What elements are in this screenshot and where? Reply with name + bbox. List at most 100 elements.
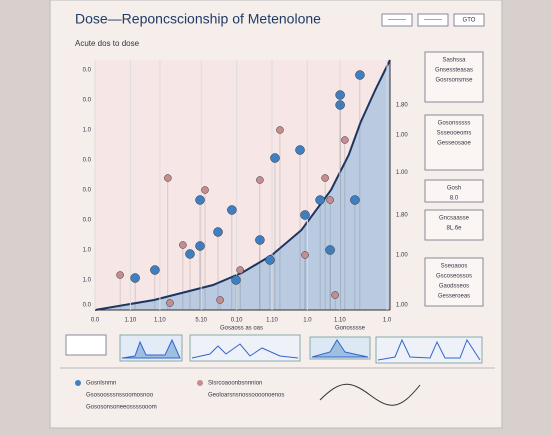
point <box>355 70 365 80</box>
y2-tick-label: 1.00 <box>396 253 408 259</box>
side-panel <box>424 114 484 171</box>
buttons: ——— ——— GTO <box>381 13 485 27</box>
x-tick-label: 1.0 <box>303 318 312 324</box>
y2-tick-label: 1.00 <box>396 133 408 139</box>
subtitle: Acute dos to dose <box>75 39 140 48</box>
x-tick-label: 1.10 <box>154 318 166 324</box>
side-panel-text: Gosh <box>447 186 461 192</box>
point <box>231 275 241 285</box>
mini-curve <box>377 338 481 361</box>
point <box>185 249 195 259</box>
y2-tick-label: 1.00 <box>396 303 408 309</box>
x-tick-label: 0.0 <box>91 318 100 324</box>
mini-frame <box>189 334 301 362</box>
x-tick-label: 1.10 <box>125 318 137 324</box>
side-panel-text: Sseoaoos <box>441 264 468 270</box>
fit-area <box>95 60 390 310</box>
point <box>265 255 275 265</box>
point <box>295 145 305 155</box>
point <box>270 153 280 163</box>
mini-charts <box>65 334 483 406</box>
mini-frame <box>65 334 107 356</box>
side-panel-text: Gesseroeas <box>438 294 470 300</box>
mini-label: Gosaoss as oas <box>220 326 263 332</box>
point <box>236 266 244 274</box>
y-tick-label: 0.0 <box>83 68 92 74</box>
button-label: ——— <box>388 18 406 24</box>
point <box>256 176 264 184</box>
y2-tick-label: 1.80 <box>396 213 408 219</box>
point <box>213 227 223 237</box>
button-label: ——— <box>424 18 442 24</box>
side-panel-text: Gesseosaoe <box>437 141 471 147</box>
legend-swatch <box>75 380 81 386</box>
mini-curve <box>311 339 369 358</box>
point <box>255 235 265 245</box>
button[interactable] <box>381 13 413 27</box>
mini-curve <box>121 338 181 359</box>
x-tick-label: 1.10 <box>334 318 346 324</box>
side-panel-text: Ssseooeoms <box>437 131 472 137</box>
side-panel-text: Gncsaasse <box>439 216 470 222</box>
point <box>321 174 329 182</box>
chart-title: Dose—Reponcscionship of Metenolone <box>75 11 321 27</box>
side-panel-text: Sashssa <box>442 58 466 64</box>
point <box>341 136 349 144</box>
point <box>216 296 224 304</box>
point <box>195 241 205 251</box>
legend-label: Gosnlsnmn <box>86 381 116 387</box>
legend-swatch <box>197 380 203 386</box>
side-panel <box>424 257 484 307</box>
side-panel-text: Gscoseossos <box>436 274 472 280</box>
point <box>179 241 187 249</box>
point <box>300 210 310 220</box>
point <box>301 251 309 259</box>
button-label: GTO <box>463 18 476 24</box>
y-tick-label: 0.0 <box>83 188 92 194</box>
point <box>166 299 174 307</box>
mini-frame <box>375 336 483 364</box>
y-tick-label: 1.0 <box>83 278 92 284</box>
flow-curve <box>319 383 421 406</box>
legend-note: Geoloarsnsnossoooonoenos <box>208 393 284 399</box>
side-panel-text: Gnsessteasas <box>435 68 473 74</box>
x-tick-label: 5.10 <box>195 318 207 324</box>
x-tick-label: 1.10 <box>266 318 278 324</box>
mini-label: Gonosssse <box>335 326 366 332</box>
point <box>116 271 124 279</box>
point <box>335 90 345 100</box>
side-panel-text: Gosonsssss <box>438 121 471 127</box>
y-tick-label: 1.0 <box>83 128 92 134</box>
side-panel <box>424 51 484 103</box>
legend-label: Slsrcoaoonbsnnnion <box>208 381 262 387</box>
y-tick-label: 0.0 <box>83 98 92 104</box>
side-panel-text: 8L.6e <box>446 226 462 232</box>
button[interactable] <box>453 13 485 27</box>
point <box>201 186 209 194</box>
point <box>326 196 334 204</box>
point <box>227 205 237 215</box>
legend-note: Gsosoosssnssoomosnoo <box>86 393 154 399</box>
y-tick-label: 0.0 <box>83 303 92 309</box>
point <box>350 195 360 205</box>
x-tick-label: 0.10 <box>231 318 243 324</box>
side-panel-text: Gaodsseos <box>439 284 469 290</box>
side-panel-text: 8.0 <box>450 196 459 202</box>
fit-curve <box>94 59 391 311</box>
y-tick-label: 0.0 <box>83 158 92 164</box>
mini-curve <box>191 343 299 359</box>
y-tick-label: 1.0 <box>83 248 92 254</box>
point <box>276 126 284 134</box>
y-tick-label: 0.0 <box>83 218 92 224</box>
y2-tick-label: 1.80 <box>396 103 408 109</box>
point <box>195 195 205 205</box>
legend-note: Gososonsoneeossssooom <box>86 405 157 411</box>
point <box>325 245 335 255</box>
y2-tick-label: 1.00 <box>396 170 408 176</box>
point <box>164 174 172 182</box>
x-tick-label: 1.0 <box>383 318 392 324</box>
side-panel <box>424 179 484 203</box>
button[interactable] <box>417 13 449 27</box>
side-panel <box>424 209 484 241</box>
